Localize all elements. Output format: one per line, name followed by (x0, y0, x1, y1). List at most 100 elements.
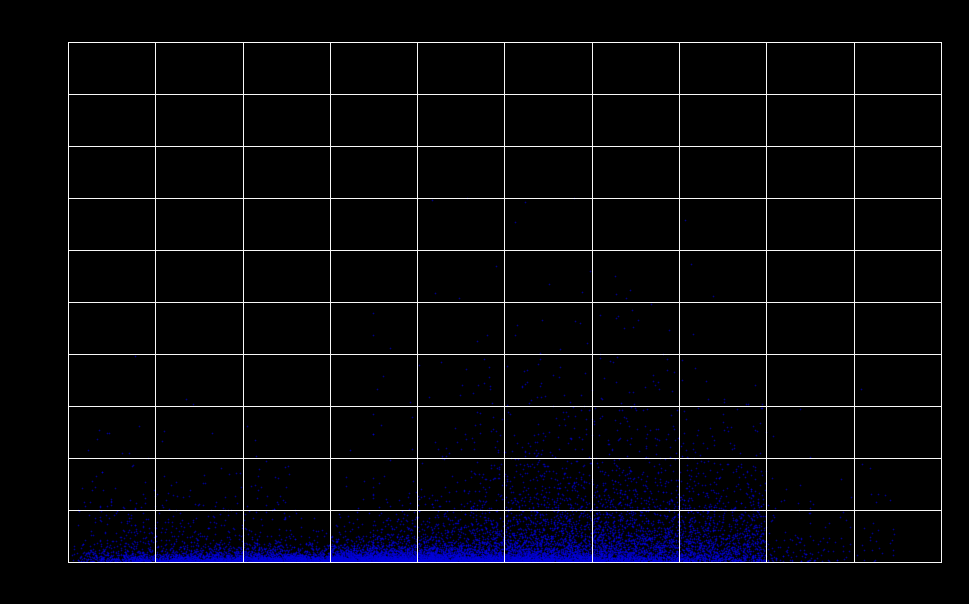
Point (572, 555, 587, 565)
Point (515, 553, 530, 562)
Point (475, 555, 490, 565)
Point (179, 552, 195, 562)
Point (115, 550, 131, 560)
Point (86, 548, 102, 558)
Point (475, 554, 490, 564)
Point (393, 552, 409, 562)
Point (521, 555, 537, 565)
Point (337, 555, 353, 565)
Point (713, 538, 729, 547)
Point (604, 556, 619, 565)
Point (254, 553, 269, 562)
Point (511, 515, 526, 524)
Point (407, 547, 422, 557)
Point (373, 533, 389, 543)
Point (326, 553, 341, 562)
Point (370, 550, 386, 560)
Point (301, 553, 317, 562)
Point (205, 550, 221, 559)
Point (477, 547, 492, 556)
Point (379, 544, 394, 554)
Point (322, 554, 337, 564)
Point (220, 556, 235, 565)
Point (622, 495, 638, 504)
Point (685, 535, 701, 544)
Point (344, 551, 359, 561)
Point (171, 557, 186, 567)
Point (709, 541, 725, 550)
Point (417, 556, 432, 566)
Point (610, 544, 625, 553)
Point (381, 537, 396, 547)
Point (644, 556, 660, 566)
Point (682, 506, 698, 516)
Point (532, 512, 547, 522)
Point (528, 437, 544, 446)
Point (440, 554, 455, 564)
Point (148, 550, 164, 560)
Point (497, 447, 513, 457)
Point (266, 556, 281, 565)
Point (373, 555, 389, 565)
Point (554, 556, 570, 566)
Point (461, 526, 477, 536)
Point (422, 553, 437, 563)
Point (94, 556, 109, 565)
Point (200, 556, 215, 565)
Point (413, 545, 428, 554)
Point (522, 510, 538, 520)
Point (261, 553, 276, 563)
Point (428, 557, 444, 567)
Point (460, 543, 476, 553)
Point (359, 548, 374, 558)
Point (315, 554, 330, 564)
Point (155, 554, 171, 564)
Point (388, 547, 403, 556)
Point (71, 506, 86, 515)
Point (127, 557, 142, 567)
Point (403, 554, 419, 564)
Point (519, 544, 535, 553)
Point (109, 554, 124, 564)
Point (333, 555, 349, 565)
Point (540, 517, 555, 527)
Point (142, 542, 158, 551)
Point (585, 553, 601, 563)
Point (618, 554, 634, 564)
Point (720, 545, 735, 555)
Point (601, 546, 616, 556)
Point (474, 531, 489, 541)
Point (425, 555, 441, 565)
Point (692, 536, 707, 545)
Point (365, 556, 381, 566)
Point (449, 553, 464, 563)
Point (565, 553, 580, 563)
Point (613, 489, 629, 498)
Point (424, 543, 440, 553)
Point (545, 545, 560, 554)
Point (788, 551, 803, 561)
Point (673, 355, 689, 365)
Point (529, 538, 545, 547)
Point (588, 556, 604, 566)
Point (714, 535, 730, 544)
Point (650, 542, 666, 551)
Point (663, 550, 678, 560)
Point (501, 553, 516, 562)
Point (814, 533, 829, 543)
Point (373, 556, 389, 565)
Point (332, 550, 348, 559)
Point (604, 547, 619, 557)
Point (492, 554, 508, 564)
Point (715, 394, 731, 404)
Point (462, 553, 478, 562)
Point (601, 552, 616, 562)
Point (452, 533, 467, 542)
Point (516, 553, 531, 562)
Point (359, 541, 375, 550)
Point (693, 540, 708, 550)
Point (748, 535, 764, 544)
Point (180, 556, 196, 565)
Point (285, 549, 300, 559)
Point (289, 552, 304, 562)
